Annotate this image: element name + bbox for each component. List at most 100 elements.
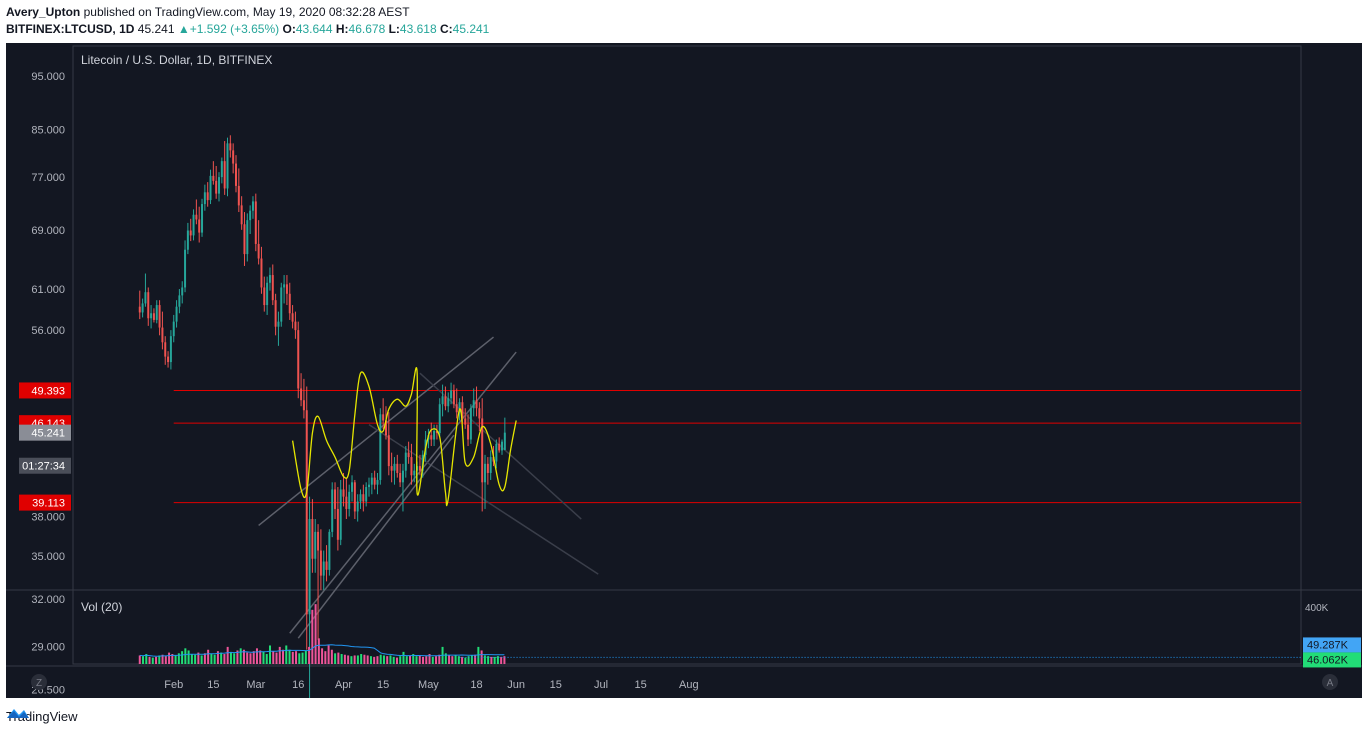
volume-bar <box>415 656 418 664</box>
volume-bar <box>360 654 363 664</box>
candle-body <box>209 175 212 201</box>
volume-bar <box>418 655 421 664</box>
volume-bar <box>438 654 441 664</box>
volume-bar <box>142 656 145 664</box>
volume-bar <box>340 654 343 664</box>
price-label: 01:27:34 <box>22 461 65 473</box>
x-tick-label: 18 <box>470 679 482 691</box>
publish-text: published on TradingView.com, May 19, 20… <box>83 5 410 19</box>
candle-body <box>467 424 470 440</box>
volume-bar <box>363 654 366 664</box>
volume-bar <box>324 651 327 664</box>
author-name[interactable]: Avery_Upton <box>6 5 81 19</box>
candle-body <box>178 295 181 307</box>
x-tick-label: 15 <box>550 679 562 691</box>
volume-bar <box>386 656 389 664</box>
candle-body <box>373 477 376 485</box>
candle-body <box>441 396 444 405</box>
volume-bar <box>200 655 203 664</box>
candle-body <box>365 487 368 502</box>
candle-body <box>325 561 328 570</box>
low-value: 43.618 <box>399 22 437 36</box>
candle-body <box>464 418 467 425</box>
candle-body <box>336 508 339 540</box>
candle-body <box>232 150 235 164</box>
candle-body <box>280 287 283 322</box>
volume-bar <box>213 654 216 664</box>
candle-body <box>302 400 305 411</box>
volume-bar <box>480 650 483 664</box>
volume-bar <box>327 645 330 664</box>
y-tick-label: 95.000 <box>31 71 65 83</box>
volume-bar <box>382 655 385 664</box>
candle-body <box>192 214 195 236</box>
volume-bar <box>454 655 457 664</box>
volume-bar <box>493 656 496 664</box>
candle-body <box>356 501 359 512</box>
volume-tick-label: 400K <box>1305 603 1329 614</box>
candle-body <box>223 161 226 189</box>
x-tick-label: Apr <box>335 679 352 691</box>
candle-body <box>274 300 277 327</box>
volume-bar <box>412 654 415 664</box>
volume-bar <box>334 653 337 664</box>
publish-info: Avery_Upton published on TradingView.com… <box>6 5 410 19</box>
y-tick-label: 56.000 <box>31 325 65 337</box>
chart-svg[interactable]: 95.000 85.000 77.000 69.000 61.000 56.000 38.0… <box>6 43 1362 698</box>
candle-body <box>399 472 402 483</box>
candle-body <box>226 143 229 189</box>
volume-bar <box>408 655 411 664</box>
candle-body <box>379 414 382 480</box>
candle-body <box>475 400 478 409</box>
candle-body <box>387 435 390 467</box>
volume-bar <box>155 656 158 664</box>
volume-bar <box>158 655 161 664</box>
candle-body <box>218 177 221 194</box>
x-tick-label: 16 <box>292 679 304 691</box>
volume-bar <box>190 654 193 664</box>
volume-bar <box>392 656 395 664</box>
volume-bar <box>210 654 213 664</box>
candle-body <box>158 305 161 328</box>
trend-line <box>258 336 494 526</box>
candle-body <box>311 519 314 559</box>
volume-bar <box>138 655 141 664</box>
volume-bar <box>405 656 408 664</box>
candle-body <box>351 482 354 492</box>
x-tick-label: 15 <box>207 679 219 691</box>
candle-body <box>481 418 484 483</box>
volume-bar <box>259 650 262 664</box>
volume-bar <box>399 656 402 664</box>
volume-bar <box>171 654 174 664</box>
volume-bar <box>467 656 470 664</box>
candle-body <box>249 210 252 221</box>
price-label-box <box>19 424 71 441</box>
candle-body <box>254 201 257 244</box>
candle-body <box>401 470 404 483</box>
volume-bar <box>496 656 499 664</box>
volume-bar <box>174 655 177 664</box>
candle-body <box>147 292 150 319</box>
candle-body <box>175 306 178 322</box>
x-tick-label: Jul <box>594 679 608 691</box>
candle-body <box>430 435 433 440</box>
volume-bar <box>197 652 200 664</box>
candle-body <box>489 457 492 473</box>
candle-body <box>435 430 438 434</box>
volume-bar <box>330 649 333 664</box>
candle-body <box>266 282 269 306</box>
auto-scale-icon: A <box>1327 678 1334 689</box>
volume-bar <box>376 656 379 664</box>
up-arrow-icon: ▲ <box>177 22 190 36</box>
candle-body <box>198 219 201 233</box>
volume-bar <box>262 651 265 664</box>
candle-body <box>257 243 260 259</box>
volume-bar <box>379 654 382 664</box>
volume-bar <box>203 653 206 664</box>
close-label: C: <box>439 22 453 36</box>
chart-frame[interactable]: 95.000 85.000 77.000 69.000 61.000 56.000 38.0… <box>6 43 1362 698</box>
volume-bar <box>220 652 223 664</box>
volume-bar <box>272 651 275 664</box>
volume-bar <box>356 655 359 664</box>
candle-body <box>328 531 331 570</box>
